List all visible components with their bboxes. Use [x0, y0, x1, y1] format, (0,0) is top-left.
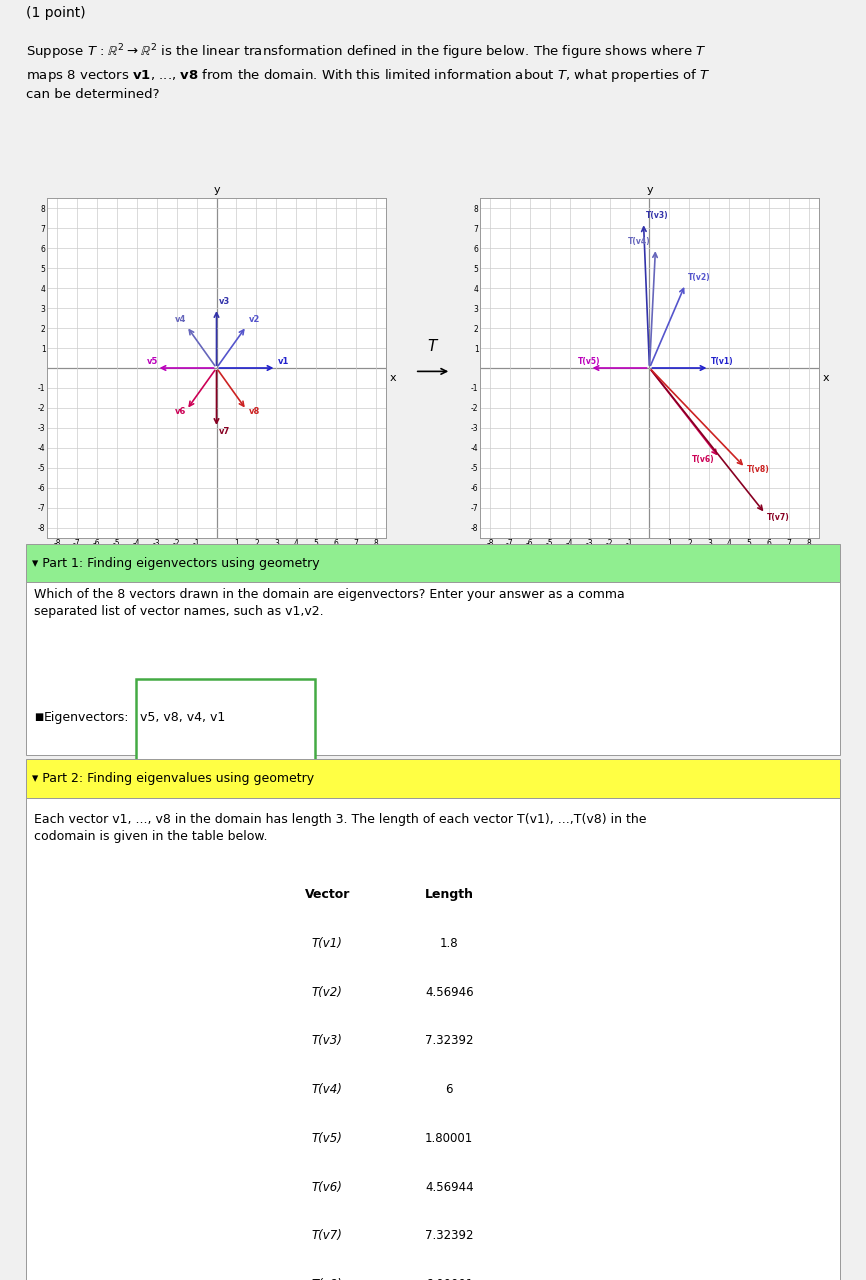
Text: x: x	[390, 372, 396, 383]
Text: T(v1): T(v1)	[312, 937, 343, 950]
Text: 1.80001: 1.80001	[425, 1132, 474, 1144]
Text: T(v5): T(v5)	[312, 1132, 343, 1144]
Text: 7.32392: 7.32392	[425, 1229, 474, 1243]
Text: v2: v2	[249, 315, 260, 324]
Text: v7: v7	[218, 426, 229, 435]
Text: v5, v8, v4, v1: v5, v8, v4, v1	[140, 710, 225, 723]
Text: T(v8): T(v8)	[747, 465, 770, 474]
X-axis label: domain: domain	[193, 552, 240, 566]
Bar	[26, 582, 840, 755]
Text: Length: Length	[425, 888, 474, 901]
Text: 4.56946: 4.56946	[425, 986, 474, 998]
Text: T(v4): T(v4)	[628, 237, 650, 246]
Text: 4.56944: 4.56944	[425, 1180, 474, 1193]
Text: T(v7): T(v7)	[767, 512, 790, 522]
Text: T(v7): T(v7)	[312, 1229, 343, 1243]
X-axis label: codomain: codomain	[618, 552, 681, 566]
Text: Vector: Vector	[305, 888, 350, 901]
Text: Each vector v1, ..., v8 in the domain has length 3. The length of each vector T(: Each vector v1, ..., v8 in the domain ha…	[34, 813, 647, 842]
Text: v1: v1	[278, 357, 290, 366]
Text: (1 point): (1 point)	[26, 6, 86, 20]
Text: x: x	[823, 372, 829, 383]
Text: T(v6): T(v6)	[312, 1180, 343, 1193]
Text: v6: v6	[175, 407, 186, 416]
Text: T(v2): T(v2)	[312, 986, 343, 998]
Bar	[26, 759, 840, 799]
Text: v3: v3	[218, 297, 229, 306]
Text: v8: v8	[249, 407, 260, 416]
Text: y: y	[213, 186, 220, 195]
Text: 6.00001: 6.00001	[425, 1277, 474, 1280]
Bar	[26, 544, 840, 582]
Text: ▾ Part 2: Finding eigenvalues using geometry: ▾ Part 2: Finding eigenvalues using geom…	[33, 772, 314, 785]
Text: ▾ Part 1: Finding eigenvectors using geometry: ▾ Part 1: Finding eigenvectors using geo…	[33, 557, 320, 570]
Text: ■: ■	[34, 712, 43, 722]
Text: T(v4): T(v4)	[312, 1083, 343, 1096]
Text: 6: 6	[445, 1083, 453, 1096]
Text: T(v1): T(v1)	[711, 357, 734, 366]
Text: v5: v5	[146, 357, 158, 366]
Text: $T$: $T$	[427, 338, 439, 355]
Text: 1.8: 1.8	[440, 937, 459, 950]
Text: Which of the 8 vectors drawn in the domain are eigenvectors? Enter your answer a: Which of the 8 vectors drawn in the doma…	[34, 589, 625, 618]
Text: Eigenvectors:: Eigenvectors:	[44, 710, 129, 723]
Text: T(v8): T(v8)	[312, 1277, 343, 1280]
Bar	[136, 680, 315, 764]
Text: T(v3): T(v3)	[312, 1034, 343, 1047]
Text: Suppose $T$ : $\mathbb{R}^2 \rightarrow \mathbb{R}^2$ is the linear transformati: Suppose $T$ : $\mathbb{R}^2 \rightarrow …	[26, 42, 711, 101]
Text: 7.32392: 7.32392	[425, 1034, 474, 1047]
Text: T(v3): T(v3)	[645, 211, 669, 220]
Text: T(v5): T(v5)	[578, 357, 600, 366]
Text: T(v2): T(v2)	[688, 273, 710, 282]
Text: T(v6): T(v6)	[691, 454, 714, 463]
Text: v4: v4	[175, 315, 186, 324]
Text: y: y	[646, 186, 653, 195]
